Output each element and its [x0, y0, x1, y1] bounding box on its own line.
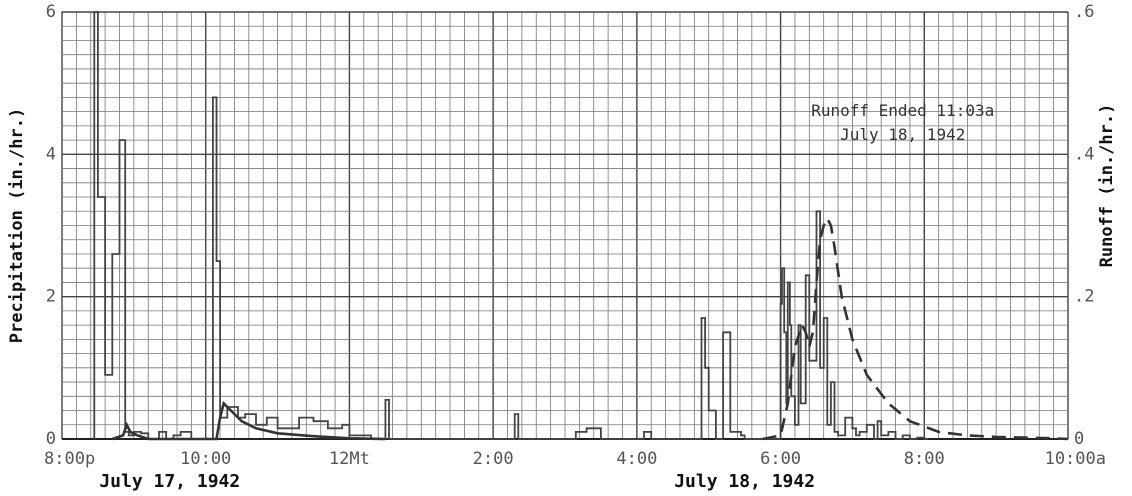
- annotation-text: July 18, 1942: [840, 125, 965, 144]
- left-tick-label: 2: [46, 287, 56, 307]
- left-tick-label: 6: [46, 2, 56, 22]
- runoff-solid-line: [111, 400, 386, 441]
- x-tick-label: 10:00a: [1045, 449, 1106, 469]
- right-tick-label: .2: [1074, 287, 1094, 307]
- left-tick-label: 0: [46, 429, 56, 449]
- annotation-text: Runoff Ended 11:03a: [811, 101, 994, 120]
- runoff-dashed-line: [762, 215, 1069, 441]
- left-axis-title: Precipitation (in./hr.): [7, 108, 27, 343]
- x-tick-label: 12Mt: [329, 449, 370, 469]
- x-tick-label: 10:00: [180, 449, 231, 469]
- right-tick-label: .6: [1074, 2, 1094, 22]
- chart-grid: [61, 11, 1069, 440]
- right-tick-label: 0: [1074, 429, 1084, 449]
- x-tick-label: 8:00p: [44, 449, 95, 469]
- x-tick-label: 6:00: [760, 449, 801, 469]
- date-label: July 18, 1942: [674, 471, 815, 492]
- x-tick-label: 8:00: [904, 449, 945, 469]
- x-tick-label: 2:00: [473, 449, 514, 469]
- date-label: July 17, 1942: [99, 471, 240, 492]
- precipitation-step-line: [93, 11, 928, 440]
- x-tick-label: 4:00: [616, 449, 657, 469]
- right-tick-label: .4: [1074, 144, 1094, 164]
- left-tick-label: 4: [46, 144, 56, 164]
- chart-series: [93, 11, 1069, 441]
- right-axis-title: Runoff (in./hr.): [1097, 104, 1117, 268]
- chart-labels: 0 2 4 6 0 .2 .4 .6 8:00p 10:00 12Mt 2:00 4:00 6:00 8:0…: [7, 2, 1117, 492]
